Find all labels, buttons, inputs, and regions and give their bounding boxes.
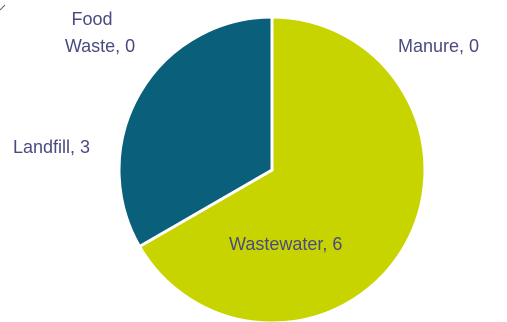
label-food-waste-line2: Waste, 0 xyxy=(65,36,135,56)
pie-slice-landfill xyxy=(117,15,274,249)
label-food-waste-line1: Food xyxy=(71,9,112,29)
label-wastewater: Wastewater, 6 xyxy=(229,234,342,254)
label-manure: Manure, 0 xyxy=(398,36,479,56)
pie-slice-wastewater xyxy=(137,15,427,322)
leader-line xyxy=(0,4,6,11)
pie-slices xyxy=(117,15,427,322)
label-landfill: Landfill, 3 xyxy=(13,137,90,157)
pie-labels: Food Waste, 0 Manure, 0 Landfill, 3 Wast… xyxy=(13,9,479,254)
